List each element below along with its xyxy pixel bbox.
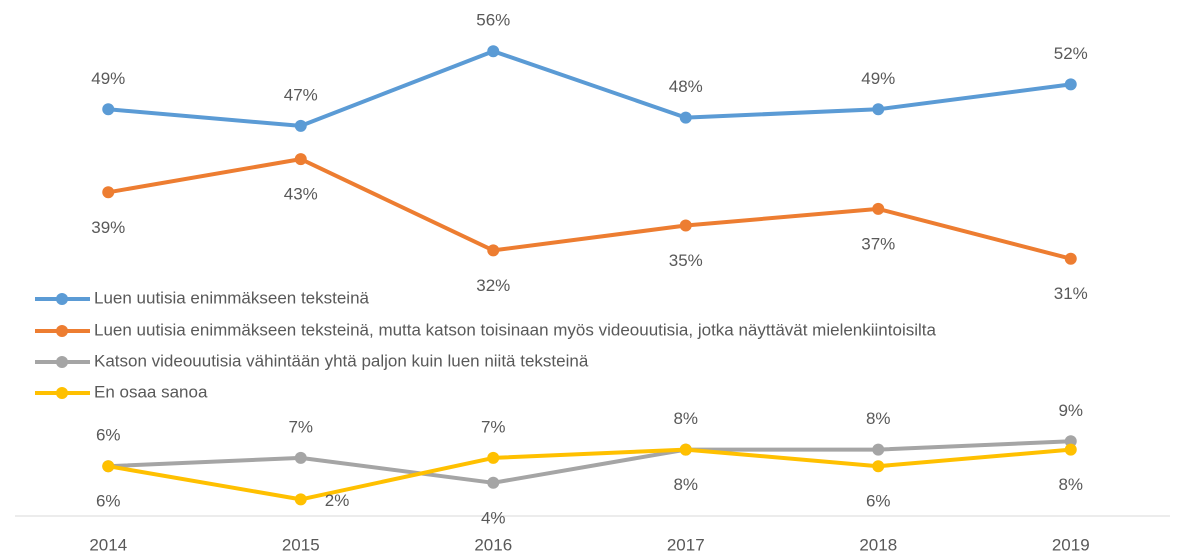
- data-label: 8%: [673, 475, 698, 494]
- marker: [487, 244, 500, 257]
- marker: [102, 103, 115, 116]
- data-label: 52%: [1054, 44, 1088, 63]
- marker: [679, 111, 692, 124]
- marker: [487, 451, 500, 464]
- data-label: 9%: [1058, 401, 1083, 420]
- data-label: 48%: [669, 77, 703, 96]
- marker: [679, 219, 692, 232]
- data-label: 31%: [1054, 284, 1088, 303]
- legend-marker: [56, 356, 68, 368]
- marker: [102, 460, 115, 473]
- data-label: 2%: [325, 491, 350, 510]
- marker: [1064, 443, 1077, 456]
- legend-marker: [56, 325, 68, 337]
- data-label: 56%: [476, 11, 510, 30]
- x-tick-label: 2017: [667, 535, 705, 554]
- data-label: 8%: [1058, 475, 1083, 494]
- x-tick-label: 2018: [859, 535, 897, 554]
- data-label: 47%: [284, 85, 318, 104]
- data-label: 37%: [861, 234, 895, 253]
- data-label: 8%: [866, 409, 891, 428]
- data-label: 7%: [481, 417, 506, 436]
- x-tick-label: 2015: [282, 535, 320, 554]
- marker: [872, 103, 885, 116]
- data-label: 8%: [673, 409, 698, 428]
- data-label: 6%: [866, 492, 891, 511]
- legend-label: En osaa sanoa: [94, 382, 208, 401]
- legend-label: Luen uutisia enimmäkseen teksteinä: [94, 288, 370, 307]
- data-label: 6%: [96, 426, 121, 445]
- data-label: 43%: [284, 185, 318, 204]
- legend-marker: [56, 387, 68, 399]
- marker: [294, 451, 307, 464]
- marker: [1064, 252, 1077, 265]
- marker: [487, 45, 500, 58]
- data-label: 39%: [91, 218, 125, 237]
- series-line: [108, 439, 1071, 485]
- series-line: [108, 49, 1072, 128]
- marker: [294, 119, 307, 132]
- legend-label: Luen uutisia enimmäkseen teksteinä, mutt…: [94, 320, 936, 339]
- data-label: 35%: [669, 251, 703, 270]
- marker: [872, 202, 885, 215]
- marker: [294, 493, 307, 506]
- x-tick-label: 2014: [89, 535, 127, 554]
- marker: [872, 460, 885, 473]
- x-tick-label: 2019: [1052, 535, 1090, 554]
- legend-label: Katson videouutisia vähintään yhtä paljo…: [94, 351, 589, 370]
- data-label: 4%: [481, 508, 506, 527]
- x-tick-label: 2016: [474, 535, 512, 554]
- series-line: [107, 157, 1072, 261]
- data-label: 7%: [288, 417, 313, 436]
- data-label: 32%: [476, 276, 510, 295]
- marker: [1064, 78, 1077, 91]
- data-label: 49%: [91, 69, 125, 88]
- series-line: [107, 447, 1071, 502]
- data-label: 6%: [96, 492, 121, 511]
- data-label: 49%: [861, 69, 895, 88]
- legend-marker: [56, 293, 68, 305]
- marker: [487, 476, 500, 489]
- marker: [679, 443, 692, 456]
- marker: [294, 153, 307, 166]
- marker: [1064, 435, 1077, 448]
- marker: [872, 443, 885, 456]
- marker: [102, 186, 115, 199]
